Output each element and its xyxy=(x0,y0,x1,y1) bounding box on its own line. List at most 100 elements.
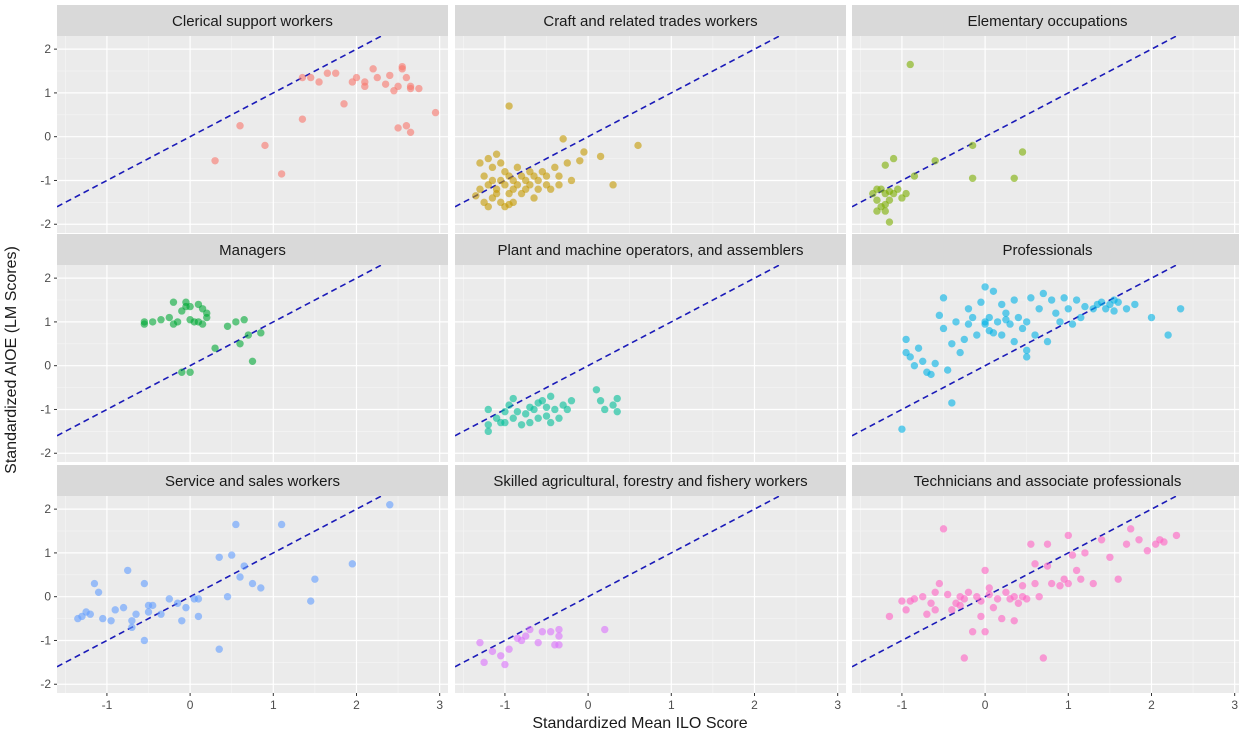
data-point xyxy=(211,157,219,165)
data-point xyxy=(1035,305,1043,313)
data-point xyxy=(559,135,567,143)
data-point xyxy=(124,566,132,575)
x-tick-label: -1 xyxy=(897,698,908,712)
data-point xyxy=(898,425,906,433)
facet-title: Elementary occupations xyxy=(967,13,1127,30)
facet-title: Managers xyxy=(219,242,286,259)
data-point xyxy=(873,196,881,204)
data-point xyxy=(277,520,286,529)
data-point xyxy=(394,82,402,91)
y-tick-label: -2 xyxy=(40,446,51,460)
reference-line xyxy=(455,265,782,437)
data-point xyxy=(248,579,257,588)
data-point xyxy=(157,316,165,324)
data-point xyxy=(261,141,269,150)
data-point xyxy=(981,318,989,326)
data-point xyxy=(194,595,203,603)
data-point xyxy=(1039,289,1048,298)
panel-data xyxy=(455,36,782,211)
data-point xyxy=(1176,305,1185,313)
data-point xyxy=(1068,551,1077,559)
data-point xyxy=(148,601,157,610)
data-point xyxy=(298,73,307,82)
data-point xyxy=(1064,579,1072,588)
x-tick-label: 1 xyxy=(1065,698,1072,712)
data-point xyxy=(107,617,115,625)
data-point xyxy=(194,612,203,621)
data-point xyxy=(898,597,906,605)
data-point xyxy=(601,405,609,414)
data-point xyxy=(215,645,223,653)
data-point xyxy=(484,405,492,414)
data-point xyxy=(609,401,617,409)
data-point xyxy=(476,185,484,193)
data-point xyxy=(1018,582,1027,590)
data-point xyxy=(546,418,555,427)
x-tick-label: 0 xyxy=(187,698,194,712)
data-point xyxy=(998,331,1006,339)
data-point xyxy=(144,608,153,616)
x-tick-label: 1 xyxy=(668,698,675,712)
data-point xyxy=(546,628,555,636)
data-point xyxy=(1010,337,1018,346)
data-point xyxy=(1164,331,1172,339)
y-tick-label: -1 xyxy=(40,633,51,647)
data-point xyxy=(236,122,244,130)
data-point xyxy=(1027,294,1035,302)
data-point xyxy=(1172,531,1181,540)
data-point xyxy=(505,200,513,209)
reference-line xyxy=(455,36,782,208)
data-point xyxy=(555,632,563,640)
panel-background xyxy=(57,496,448,693)
facet-title: Service and sales workers xyxy=(165,473,340,490)
data-point xyxy=(1023,353,1031,361)
data-point xyxy=(634,141,642,150)
data-point xyxy=(534,185,542,193)
data-point xyxy=(1002,588,1010,597)
data-point xyxy=(1023,318,1031,326)
panel-background xyxy=(57,36,448,233)
facet-title: Clerical support workers xyxy=(172,13,333,30)
x-tick-label: 3 xyxy=(436,698,443,712)
data-point xyxy=(555,181,563,189)
data-point xyxy=(402,122,411,130)
data-point xyxy=(948,340,956,348)
data-point xyxy=(902,606,910,614)
x-tick-label: 2 xyxy=(1148,698,1155,712)
data-point xyxy=(373,73,381,82)
facet-title: Craft and related trades workers xyxy=(543,13,757,30)
facet-panel: Technicians and associate professionals -… xyxy=(852,465,1239,712)
reference-line xyxy=(57,36,384,208)
facet-strip xyxy=(852,5,1239,36)
data-point xyxy=(906,60,914,69)
data-point xyxy=(480,172,488,180)
data-point xyxy=(948,606,956,614)
data-point xyxy=(981,628,989,636)
data-point xyxy=(398,62,406,71)
data-point xyxy=(522,632,530,640)
data-point xyxy=(497,159,505,167)
data-point xyxy=(964,320,973,328)
data-point xyxy=(526,181,534,189)
data-point xyxy=(1002,316,1010,324)
panel-data xyxy=(455,265,782,437)
data-point xyxy=(1010,296,1018,304)
y-tick-label: 0 xyxy=(44,130,51,144)
facet-panel: Managers -2 -1 0 1 2 xyxy=(40,234,448,462)
data-point xyxy=(534,638,542,647)
data-point xyxy=(509,414,517,422)
data-point xyxy=(140,320,149,328)
data-point xyxy=(240,562,248,570)
panel-data xyxy=(852,265,1185,437)
data-point xyxy=(1023,346,1031,355)
data-point xyxy=(914,344,923,352)
data-point xyxy=(931,588,939,597)
data-point xyxy=(513,407,522,416)
facet-strip xyxy=(852,234,1239,265)
data-point xyxy=(960,654,969,662)
x-tick-label: 1 xyxy=(270,698,277,712)
data-point xyxy=(386,501,394,509)
data-point xyxy=(993,318,1002,326)
data-point xyxy=(542,412,551,420)
data-point xyxy=(931,359,939,368)
